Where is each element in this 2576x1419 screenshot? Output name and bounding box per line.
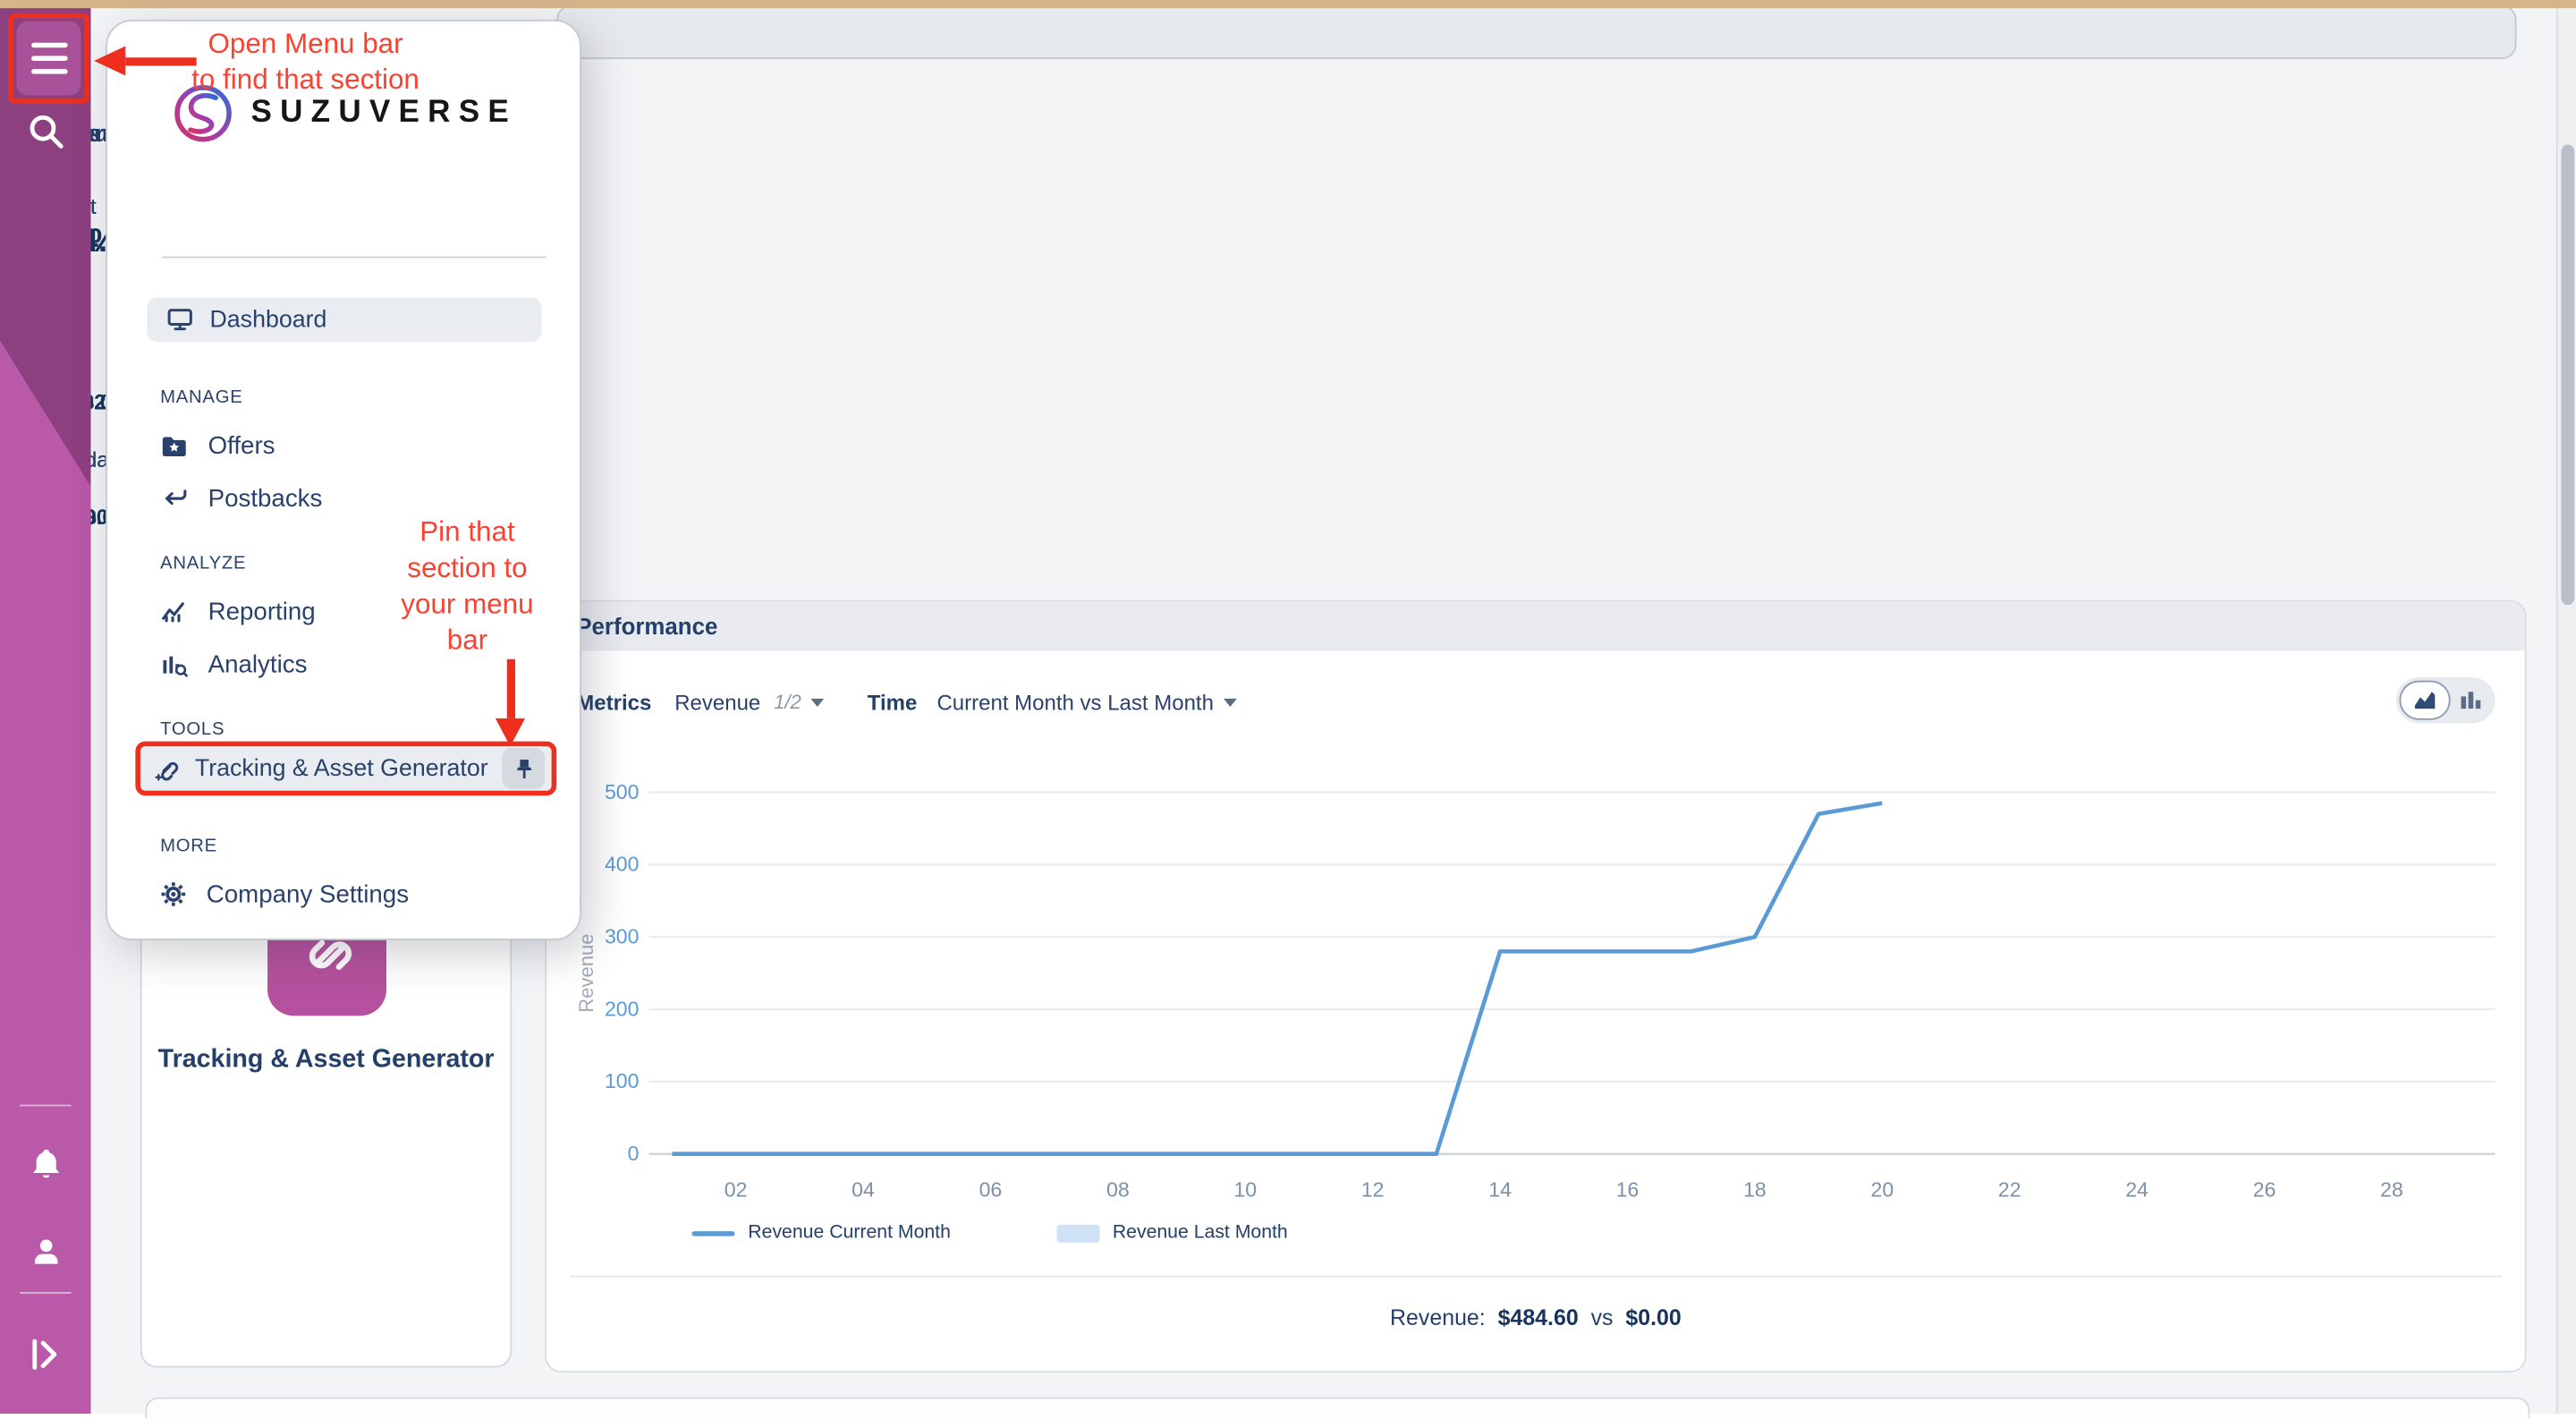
scrollbar-thumb[interactable] (2561, 144, 2575, 606)
chevron-down-icon[interactable] (810, 697, 825, 707)
return-arrow-icon (165, 489, 187, 506)
svg-text:14: 14 (1488, 1178, 1512, 1202)
open-menu-annotation: Open Menu bar to find that section (191, 28, 419, 96)
legend-last-label[interactable]: Revenue Last Month (1112, 1222, 1288, 1243)
hamburger-annotation-box (8, 13, 89, 104)
summary-metric: Revenue: (1390, 1304, 1486, 1330)
svg-text:22: 22 (1998, 1178, 2021, 1202)
svg-text:100: 100 (605, 1069, 639, 1092)
svg-text:02: 02 (724, 1178, 748, 1202)
summary-current: $484.60 (1497, 1304, 1579, 1330)
tracking-app-label: Tracking & Asset Generator (157, 1045, 495, 1074)
report-chart-icon (162, 601, 184, 622)
sidebar (0, 0, 91, 1415)
left-arrow-shaft (125, 57, 197, 66)
bar-chart-icon (2460, 692, 2480, 710)
svg-text:04: 04 (852, 1178, 875, 1202)
svg-text:400: 400 (605, 853, 639, 876)
performance-title: Performance (547, 601, 2525, 651)
metrics-dropdown[interactable]: Revenue (674, 689, 761, 715)
legend-current-label[interactable]: Revenue Current Month (748, 1222, 951, 1243)
performance-panel: Performance Metrics Revenue 1/2 Time Cur… (545, 599, 2527, 1373)
section-label-manage: MANAGE (160, 387, 243, 408)
down-arrow-icon (495, 718, 526, 747)
down-arrow-shaft (506, 659, 515, 718)
svg-text:Revenue: Revenue (575, 934, 597, 1013)
account-person-icon[interactable] (23, 1229, 68, 1274)
pin-icon (516, 759, 531, 778)
sidebar-item-tracking-asset-generator[interactable]: Tracking & Asset Generator (135, 741, 557, 796)
svg-text:06: 06 (979, 1178, 1003, 1202)
time-dropdown[interactable]: Current Month vs Last Month (936, 689, 1214, 715)
menu-panel: SUZUVERSE Dashboard MANAGE Offers Postba… (106, 20, 581, 940)
line-chart-icon (2414, 692, 2436, 710)
metrics-label: Metrics (576, 689, 652, 715)
svg-text:20: 20 (1871, 1178, 1894, 1202)
next-section-edge (145, 1397, 2530, 1419)
sidebar-divider (20, 1292, 72, 1294)
svg-text:500: 500 (605, 780, 639, 803)
sidebar-item-postbacks[interactable]: Postbacks (160, 479, 322, 518)
svg-text:300: 300 (605, 925, 639, 948)
sidebar-divider (20, 1104, 72, 1107)
chevron-down-icon[interactable] (1224, 697, 1237, 707)
divider (569, 1275, 2502, 1278)
top-strip (0, 0, 2576, 9)
svg-text:200: 200 (605, 997, 639, 1020)
legend-current-swatch (691, 1230, 735, 1236)
sidebar-item-analytics[interactable]: Analytics (160, 644, 307, 684)
line-chart-toggle-button[interactable] (2399, 680, 2451, 720)
time-label: Time (867, 689, 918, 715)
collapsed-header-bar (556, 4, 2517, 60)
section-label-analyze: ANALYZE (160, 554, 247, 574)
pin-annotation: Pin that section to your menu bar (401, 515, 534, 657)
svg-text:24: 24 (2125, 1178, 2148, 1202)
svg-text:12: 12 (1361, 1178, 1385, 1202)
notifications-bell-icon[interactable] (23, 1143, 68, 1187)
dashboard-label: Dashboard (209, 306, 327, 334)
hamburger-icon (30, 42, 67, 48)
svg-text:28: 28 (2380, 1178, 2403, 1202)
sidebar-item-company-settings[interactable]: Company Settings (160, 874, 409, 913)
expand-sidebar-icon[interactable] (23, 1331, 68, 1376)
pin-button[interactable] (502, 747, 546, 789)
performance-chart: 0 100 200 300 400 500 02 04 06 08 10 12 14 16 18 20 22 24… (573, 746, 2496, 1215)
menu-toggle-button[interactable] (16, 21, 81, 96)
section-label-tools: TOOLS (160, 719, 225, 740)
divider (161, 256, 547, 259)
suzuverse-sphere-icon (174, 85, 232, 142)
folder-star-icon (162, 436, 186, 456)
svg-text:18: 18 (1743, 1178, 1767, 1202)
svg-text:10: 10 (1233, 1178, 1257, 1202)
bar-chart-toggle-button[interactable] (2451, 681, 2490, 720)
legend-last-swatch (1056, 1223, 1100, 1243)
svg-text:0: 0 (628, 1142, 640, 1165)
search-icon[interactable] (23, 108, 68, 153)
brand-logo: SUZUVERSE (107, 81, 580, 146)
sidebar-item-dashboard[interactable]: Dashboard (147, 297, 542, 343)
chart-type-toggle (2395, 676, 2496, 724)
summary-vs: vs (1590, 1304, 1614, 1330)
svg-text:26: 26 (2253, 1178, 2276, 1202)
gear-icon (161, 882, 186, 906)
bar-analytics-icon (163, 655, 188, 676)
section-label-more: MORE (160, 837, 217, 857)
svg-text:16: 16 (1616, 1178, 1640, 1202)
summary-last: $0.00 (1625, 1304, 1682, 1330)
scrollbar-track[interactable] (2555, 8, 2576, 1415)
left-arrow-icon (94, 46, 126, 76)
sidebar-item-reporting[interactable]: Reporting (160, 591, 316, 631)
metrics-fraction: 1/2 (774, 690, 801, 714)
sidebar-item-offers[interactable]: Offers (160, 426, 275, 465)
brand-wordmark: SUZUVERSE (250, 95, 517, 131)
svg-text:08: 08 (1106, 1178, 1130, 1202)
link-plus-icon (155, 760, 179, 780)
monitor-icon (167, 309, 192, 331)
